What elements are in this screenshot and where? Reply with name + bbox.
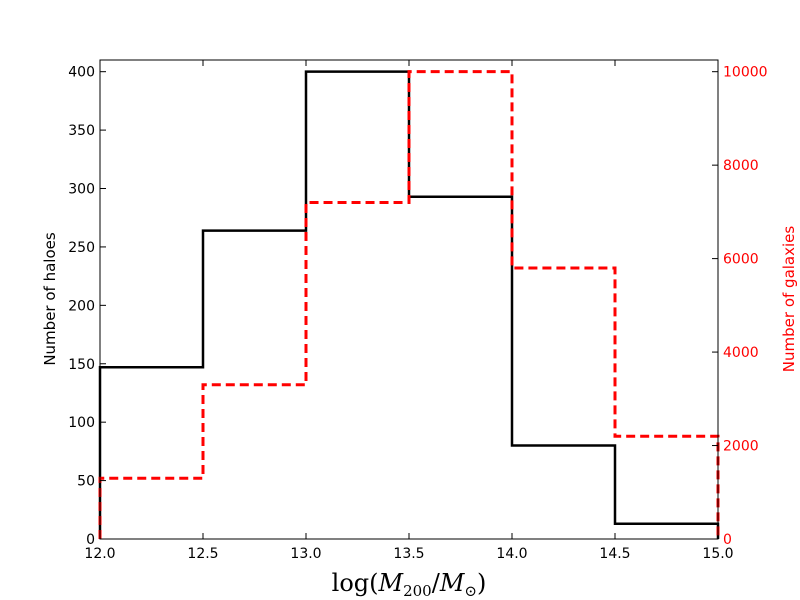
x-tick-label: 14.0 bbox=[496, 546, 527, 562]
left-tick-label: 400 bbox=[68, 65, 95, 81]
right-tick-label: 8000 bbox=[723, 158, 759, 174]
xlabel-m: M bbox=[378, 569, 405, 597]
xlabel-slash: / bbox=[432, 569, 441, 597]
left-tick-label: 250 bbox=[68, 240, 95, 256]
left-tick-label: 350 bbox=[68, 123, 95, 139]
x-tick-label: 13.0 bbox=[290, 546, 321, 562]
left-axis-title: Number of haloes bbox=[41, 232, 59, 366]
x-tick-label: 15.0 bbox=[702, 546, 733, 562]
xlabel-post: ) bbox=[477, 569, 486, 597]
right-tick-label: 0 bbox=[723, 532, 732, 548]
left-tick-label: 100 bbox=[68, 415, 95, 431]
xlabel-sub200: 200 bbox=[403, 582, 432, 600]
right-tick-label: 4000 bbox=[723, 345, 759, 361]
galaxies-series-line bbox=[98, 70, 720, 539]
right-tick-label: 10000 bbox=[723, 65, 768, 81]
left-tick-label: 200 bbox=[68, 298, 95, 314]
x-tick-label: 12.0 bbox=[84, 546, 115, 562]
x-tick-label: 13.5 bbox=[393, 546, 424, 562]
left-tick-label: 300 bbox=[68, 182, 95, 198]
xlabel-pre: log( bbox=[332, 569, 379, 597]
right-tick-label: 2000 bbox=[723, 439, 759, 455]
left-tick-label: 0 bbox=[86, 532, 95, 548]
x-axis-title: log(M200/M⊙) bbox=[332, 569, 487, 600]
left-tick-label: 150 bbox=[68, 357, 95, 373]
right-tick-label: 6000 bbox=[723, 252, 759, 268]
x-tick-label: 12.5 bbox=[187, 546, 218, 562]
x-tick-label: 14.5 bbox=[599, 546, 630, 562]
right-axis-title: Number of galaxies bbox=[780, 226, 798, 373]
haloes-series-line bbox=[98, 70, 720, 539]
left-tick-label: 50 bbox=[77, 474, 95, 490]
xlabel-sun: ⊙ bbox=[464, 582, 477, 600]
xlabel-m2: M bbox=[439, 569, 466, 597]
